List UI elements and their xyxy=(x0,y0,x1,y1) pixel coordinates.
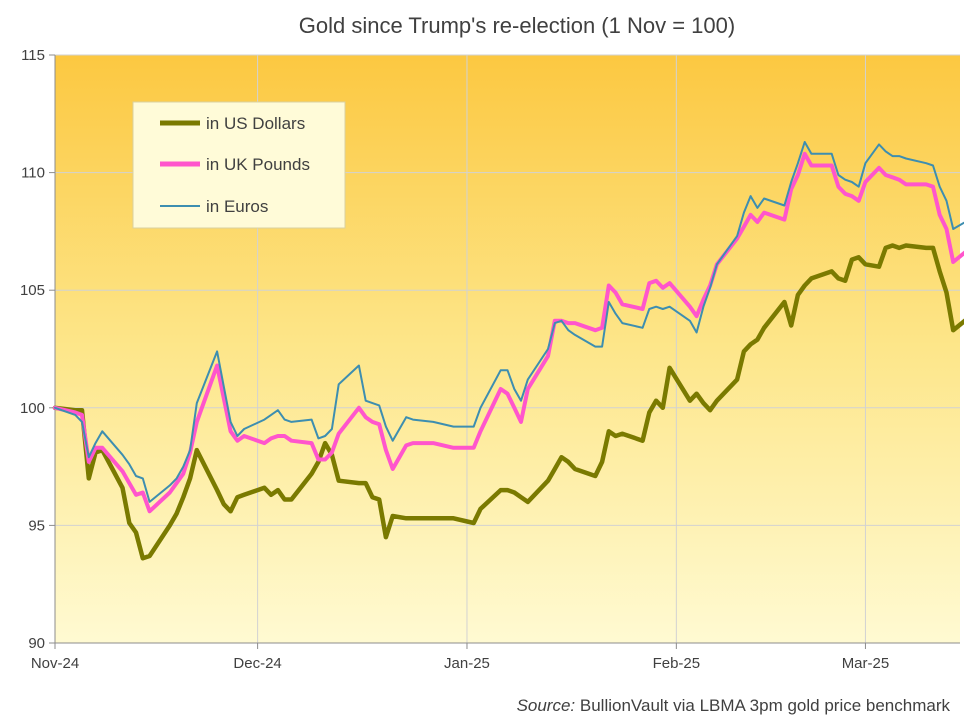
source-note: Source: BullionVault via LBMA 3pm gold p… xyxy=(517,696,951,715)
x-tick-label: Nov-24 xyxy=(31,655,79,672)
series-line-eur xyxy=(54,141,964,503)
x-tick-label: Mar-25 xyxy=(842,655,890,672)
chart-title: Gold since Trump's re-election (1 Nov = … xyxy=(299,13,735,38)
series-line-usd xyxy=(52,243,964,561)
axes xyxy=(49,54,960,649)
legend-label-usd: in US Dollars xyxy=(206,114,305,133)
y-tick-labels: 90 95 100 105 110 115 xyxy=(20,47,45,652)
y-tick-label: 90 xyxy=(28,635,45,652)
y-tick-label: 100 xyxy=(20,400,45,417)
legend-label-eur: in Euros xyxy=(206,197,268,216)
series-lines xyxy=(52,141,964,561)
x-tick-label: Dec-24 xyxy=(233,655,281,672)
legend: in US Dollars in UK Pounds in Euros xyxy=(132,101,346,229)
y-tick-label: 105 xyxy=(20,282,45,299)
x-tick-label: Feb-25 xyxy=(653,655,701,672)
series-line-gbp xyxy=(53,151,964,514)
y-tick-label: 115 xyxy=(21,47,45,64)
y-tick-label: 110 xyxy=(21,165,45,182)
legend-label-gbp: in UK Pounds xyxy=(206,155,310,174)
x-tick-label: Jan-25 xyxy=(444,655,490,672)
source-text: BullionVault via LBMA 3pm gold price ben… xyxy=(580,696,951,715)
y-tick-label: 95 xyxy=(28,517,45,534)
source-prefix: Source: xyxy=(517,696,576,715)
x-tick-labels: Nov-24 Dec-24 Jan-25 Feb-25 Mar-25 xyxy=(31,655,889,672)
